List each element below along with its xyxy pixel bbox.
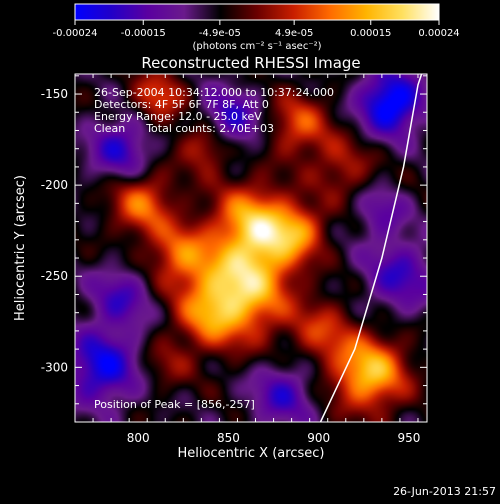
annotation-block: 26-Sep-2004 10:34:12.000 to 10:37:24.000… xyxy=(94,86,334,135)
colorbar-ticks: -0.00024 -0.00015 -4.9e-05 4.9e-05 0.00015 0.… xyxy=(53,20,460,39)
y-tick-label: -300 xyxy=(41,360,68,374)
solar-limb-curve xyxy=(319,74,423,422)
colorbar-tick-label: 0.00015 xyxy=(350,28,391,39)
chart-title: Reconstructed RHESSI Image xyxy=(141,54,360,72)
x-axis-label: Heliocentric X (arcsec) xyxy=(178,446,325,461)
annotation-energy-range: Energy Range: 12.0 - 25.0 keV xyxy=(94,110,262,123)
axis-ticks: 800 850 900 950 -150 -200 -250 -300 xyxy=(41,74,427,445)
x-tick-label: 950 xyxy=(397,431,420,445)
colorbar-tick-label: 0.00024 xyxy=(418,28,459,39)
y-tick-label: -200 xyxy=(41,178,68,192)
x-tick-label: 900 xyxy=(307,431,330,445)
x-tick-label: 850 xyxy=(217,431,240,445)
x-tick-label: 800 xyxy=(127,431,150,445)
colorbar-tick-label: 4.9e-05 xyxy=(275,28,313,39)
plot-frame xyxy=(74,73,428,423)
annotation-clean-counts: Clean Total counts: 2.70E+03 xyxy=(94,122,274,135)
colorbar xyxy=(74,3,440,21)
annotation-detectors: Detectors: 4F 5F 6F 7F 8F, Att 0 xyxy=(94,98,269,111)
annotation-time-range: 26-Sep-2004 10:34:12.000 to 10:37:24.000 xyxy=(94,86,334,99)
y-tick-label: -150 xyxy=(41,87,68,101)
heatmap-image xyxy=(75,74,427,422)
y-axis-label: Heliocentric Y (arcsec) xyxy=(13,175,28,321)
colorbar-tick-label: -0.00015 xyxy=(121,28,166,39)
peak-position-label: Position of Peak = [856,-257] xyxy=(94,398,255,411)
footer-timestamp: 26-Jun-2013 21:57 xyxy=(393,485,496,498)
colorbar-unit-label: (photons cm⁻² s⁻¹ asec⁻²) xyxy=(192,41,321,52)
heatmap-layer xyxy=(75,74,427,422)
colorbar-tick-label: -0.00024 xyxy=(53,28,98,39)
colorbar-tick-label: -4.9e-05 xyxy=(199,28,241,39)
y-tick-label: -250 xyxy=(41,269,68,283)
